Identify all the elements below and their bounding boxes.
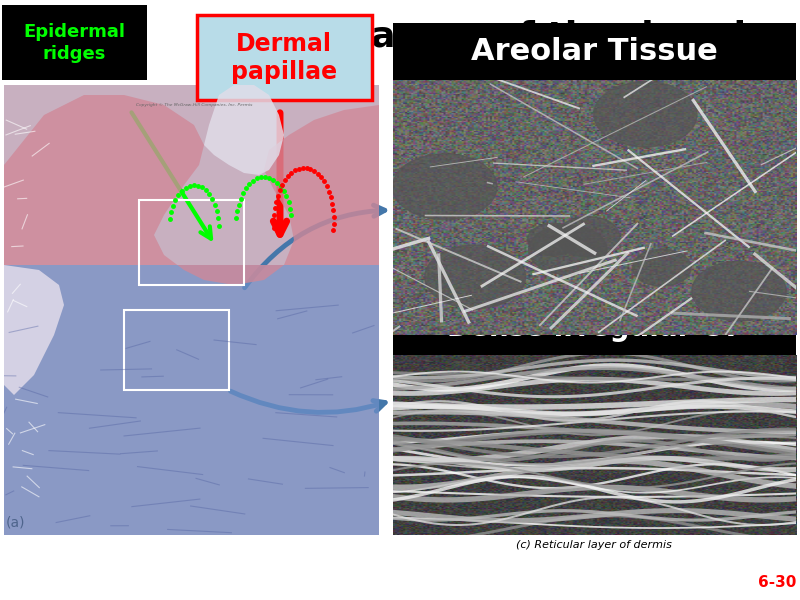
Text: (c) Reticular layer of dermis: (c) Reticular layer of dermis bbox=[516, 540, 672, 550]
Text: 6-30: 6-30 bbox=[758, 575, 796, 590]
Bar bbox=[197, 15, 372, 100]
Text: Dermal
papillae: Dermal papillae bbox=[231, 32, 337, 84]
Bar bbox=[393, 23, 796, 80]
Polygon shape bbox=[4, 265, 64, 395]
Circle shape bbox=[633, 249, 691, 286]
Bar bbox=[139, 200, 244, 285]
Circle shape bbox=[529, 225, 607, 275]
Text: (b) Papillary layer of dermis: (b) Papillary layer of dermis bbox=[516, 340, 672, 350]
Polygon shape bbox=[4, 95, 379, 285]
Text: Copyright © The McGraw-Hill Companies, Inc. Permis: Copyright © The McGraw-Hill Companies, I… bbox=[136, 103, 252, 107]
Circle shape bbox=[692, 261, 786, 321]
Bar bbox=[393, 300, 796, 355]
Text: Epidermal
ridges: Epidermal ridges bbox=[23, 23, 125, 63]
Polygon shape bbox=[204, 85, 284, 175]
Text: Fig. 6.5 layers of the dermis: Fig. 6.5 layers of the dermis bbox=[193, 20, 767, 54]
Text: (a): (a) bbox=[6, 516, 26, 530]
Circle shape bbox=[556, 217, 620, 257]
Bar bbox=[2, 5, 147, 80]
Bar bbox=[4, 265, 379, 535]
Text: Dense irregular CT: Dense irregular CT bbox=[447, 314, 741, 342]
Circle shape bbox=[393, 154, 497, 220]
Bar bbox=[124, 310, 229, 390]
Circle shape bbox=[528, 223, 578, 256]
Bar bbox=[4, 85, 379, 535]
Text: Areolar Tissue: Areolar Tissue bbox=[470, 37, 718, 67]
Circle shape bbox=[425, 245, 526, 309]
Circle shape bbox=[594, 82, 697, 147]
